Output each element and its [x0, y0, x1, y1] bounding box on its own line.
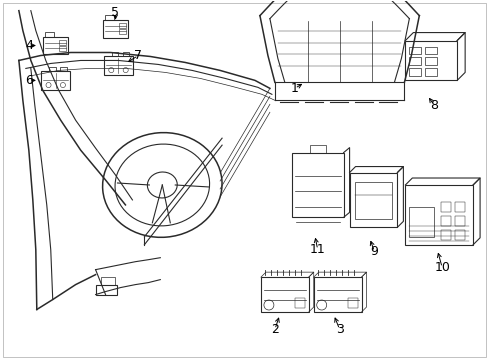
Bar: [454, 202, 464, 212]
Bar: [454, 216, 464, 226]
Text: 4: 4: [25, 39, 33, 52]
Bar: [309, 145, 325, 153]
Bar: [119, 30, 126, 34]
Text: 3: 3: [335, 323, 343, 336]
Bar: [313, 277, 361, 312]
Bar: [105, 15, 114, 20]
Text: 5: 5: [111, 6, 119, 19]
Bar: [261, 277, 308, 312]
Text: 2: 2: [270, 323, 278, 336]
Bar: [425, 58, 436, 66]
Bar: [291, 153, 343, 217]
Bar: [41, 71, 70, 90]
Text: 7: 7: [134, 49, 142, 62]
Bar: [408, 46, 421, 54]
Bar: [59, 46, 66, 51]
Bar: [122, 52, 129, 56]
Bar: [60, 67, 66, 71]
Bar: [59, 40, 66, 45]
Text: 8: 8: [429, 99, 437, 112]
Bar: [43, 37, 68, 54]
Bar: [440, 216, 450, 226]
Bar: [454, 230, 464, 240]
Bar: [408, 58, 421, 66]
Bar: [45, 32, 54, 37]
Bar: [408, 68, 421, 76]
Bar: [349, 172, 397, 227]
Bar: [95, 285, 117, 294]
Bar: [119, 23, 126, 28]
Bar: [408, 207, 433, 237]
Bar: [425, 46, 436, 54]
Text: 1: 1: [290, 82, 298, 95]
Bar: [111, 52, 118, 56]
Bar: [425, 68, 436, 76]
Text: 6: 6: [25, 74, 33, 87]
Bar: [405, 185, 472, 245]
Text: 9: 9: [370, 245, 378, 258]
Bar: [354, 183, 392, 219]
Bar: [294, 298, 304, 308]
Bar: [347, 298, 357, 308]
Bar: [440, 202, 450, 212]
Bar: [440, 230, 450, 240]
Bar: [104, 56, 133, 75]
Text: 10: 10: [433, 261, 449, 274]
Text: 11: 11: [309, 243, 325, 256]
Bar: [405, 41, 456, 80]
Bar: [101, 276, 115, 285]
Bar: [49, 67, 56, 71]
Bar: [103, 20, 128, 37]
